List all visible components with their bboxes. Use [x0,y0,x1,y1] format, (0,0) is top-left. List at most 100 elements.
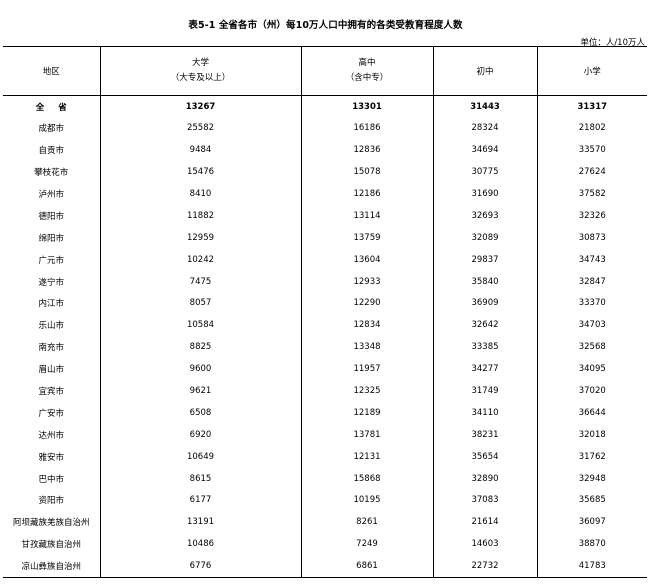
cell-junior: 35654 [432,445,537,468]
cell-senior: 10195 [300,489,433,512]
cell-primary: 38870 [536,533,647,556]
cell-primary: 31317 [536,95,647,118]
cell-college: 8825 [99,336,301,359]
cell-senior: 12834 [300,314,433,337]
header-junior: 初中 [432,46,537,96]
cell-senior: 6861 [300,555,433,578]
table-row: 德阳市 11882 13114 32693 32326 [3,204,647,227]
cell-senior: 13301 [300,95,433,118]
table-row: 宜宾市 9621 12325 31749 37020 [3,380,647,402]
cell-college: 9600 [99,358,301,381]
cell-senior: 12836 [300,139,433,162]
cell-college: 8615 [99,467,301,490]
cell-senior: 13348 [300,336,433,359]
cell-region: 雅安市 [38,452,64,463]
cell-primary: 34743 [536,248,647,271]
cell-college: 7475 [99,270,301,293]
cell-junior: 38231 [432,423,537,446]
header-college-line1: 大学 [191,58,209,68]
cell-primary: 32948 [536,467,647,490]
table-row: 达州市 6920 13781 38231 32018 [3,423,647,446]
table-row: 攀枝花市 15476 15078 30775 27624 [3,161,647,184]
cell-region: 成都市 [38,124,64,135]
table-row: 广元市 10242 13604 29837 34743 [3,248,647,271]
cell-region: 乐山市 [38,321,64,332]
cell-region: 全省 [35,102,81,113]
cell-junior: 14603 [432,533,537,556]
cell-region: 遂宁市 [38,277,64,288]
header-college: 大学 （大专及以上） [99,46,301,96]
cell-region: 广安市 [38,408,64,419]
cell-primary: 27624 [536,161,647,184]
cell-senior: 12933 [300,270,433,293]
table-row: 凉山彝族自治州 6776 6861 22732 41783 [3,555,647,578]
header-senior-line2: （含中专） [345,73,389,83]
cell-primary: 21802 [536,117,647,140]
unit-note: 单位：人/10万人 [580,38,645,48]
cell-college: 10486 [99,533,301,556]
cell-region: 眉山市 [38,365,64,376]
cell-junior: 30775 [432,161,537,184]
header-primary: 小学 [536,46,647,96]
cell-junior: 34694 [432,139,537,162]
cell-primary: 36097 [536,511,647,534]
cell-region: 巴中市 [38,474,64,485]
cell-college: 6508 [99,401,301,424]
cell-region: 阿坝藏族羌族自治州 [12,518,90,529]
table-row: 巴中市 8615 15868 32890 32948 [3,467,647,490]
cell-junior: 32089 [432,226,537,249]
table-title: 表5-1 全省各市（州）每10万人口中拥有的各类受教育程度人数 [188,20,463,31]
cell-primary: 34095 [536,358,647,381]
table-row: 乐山市 10584 12834 32642 34703 [3,314,647,337]
cell-college: 6920 [99,423,301,446]
table-row: 成都市 25582 16186 28324 21802 [3,117,647,140]
table-row: 眉山市 9600 11957 34277 34095 [3,358,647,381]
cell-college: 10242 [99,248,301,271]
cell-primary: 35685 [536,489,647,512]
cell-junior: 21614 [432,511,537,534]
cell-primary: 37020 [536,380,647,402]
cell-college: 25582 [99,117,301,140]
cell-college: 12959 [99,226,301,249]
table-row: 自贡市 9484 12836 34694 33570 [3,139,647,162]
table-row: 南充市 8825 13348 33385 32568 [3,336,647,359]
cell-college: 13191 [99,511,301,534]
cell-junior: 32890 [432,467,537,490]
cell-primary: 33570 [536,139,647,162]
cell-senior: 12189 [300,401,433,424]
cell-junior: 34277 [432,358,537,381]
cell-college: 6177 [99,489,301,512]
cell-college: 8057 [99,292,301,315]
cell-senior: 12290 [300,292,433,315]
header-senior: 高中 （含中专） [300,46,433,96]
table-row: 雅安市 10649 12131 35654 31762 [3,445,647,468]
cell-junior: 28324 [432,117,537,140]
education-table: 地区 大学 （大专及以上） 高中 （含中专） 初中 小学 全省 13267 1330… [3,46,647,578]
cell-senior: 8261 [300,511,433,534]
cell-junior: 37083 [432,489,537,512]
cell-region: 绵阳市 [38,233,64,244]
cell-region: 宜宾市 [38,387,64,398]
table-row: 甘孜藏族自治州 10486 7249 14603 38870 [3,533,647,556]
cell-junior: 32642 [432,314,537,337]
cell-region: 资阳市 [38,496,64,507]
cell-primary: 33370 [536,292,647,315]
cell-senior: 13781 [300,423,433,446]
cell-primary: 32326 [536,204,647,227]
header-college-line2: （大专及以上） [170,73,231,83]
cell-primary: 32847 [536,270,647,293]
cell-senior: 13604 [300,248,433,271]
cell-college: 9621 [99,380,301,402]
cell-senior: 16186 [300,117,433,140]
table-row: 阿坝藏族羌族自治州 13191 8261 21614 36097 [3,511,647,534]
cell-primary: 37582 [536,183,647,205]
header-row: 地区 大学 （大专及以上） 高中 （含中专） 初中 小学 [3,46,647,96]
cell-senior: 13759 [300,226,433,249]
cell-senior: 15078 [300,161,433,184]
table-row: 泸州市 8410 12186 31690 37582 [3,183,647,205]
cell-junior: 35840 [432,270,537,293]
cell-senior: 15868 [300,467,433,490]
cell-region: 广元市 [38,255,64,266]
cell-region: 南充市 [38,343,64,354]
total-row: 全省 13267 13301 31443 31317 [3,95,647,118]
